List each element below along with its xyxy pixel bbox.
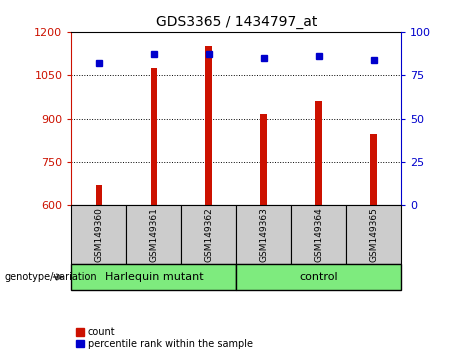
Bar — [315, 101, 322, 205]
Bar — [370, 135, 377, 205]
Text: GSM149365: GSM149365 — [369, 207, 378, 262]
Legend: count, percentile rank within the sample: count, percentile rank within the sample — [77, 327, 253, 349]
Text: GSM149360: GSM149360 — [95, 207, 103, 262]
Text: GSM149363: GSM149363 — [259, 207, 268, 262]
Text: Harlequin mutant: Harlequin mutant — [105, 272, 203, 282]
Text: genotype/variation: genotype/variation — [5, 272, 97, 282]
Bar — [95, 185, 102, 205]
Bar — [206, 46, 212, 205]
Bar — [151, 68, 157, 205]
Bar — [260, 114, 267, 205]
Text: GSM149362: GSM149362 — [204, 207, 213, 262]
Text: control: control — [299, 272, 338, 282]
Text: GSM149361: GSM149361 — [149, 207, 159, 262]
Title: GDS3365 / 1434797_at: GDS3365 / 1434797_at — [155, 16, 317, 29]
Text: GSM149364: GSM149364 — [314, 207, 323, 262]
